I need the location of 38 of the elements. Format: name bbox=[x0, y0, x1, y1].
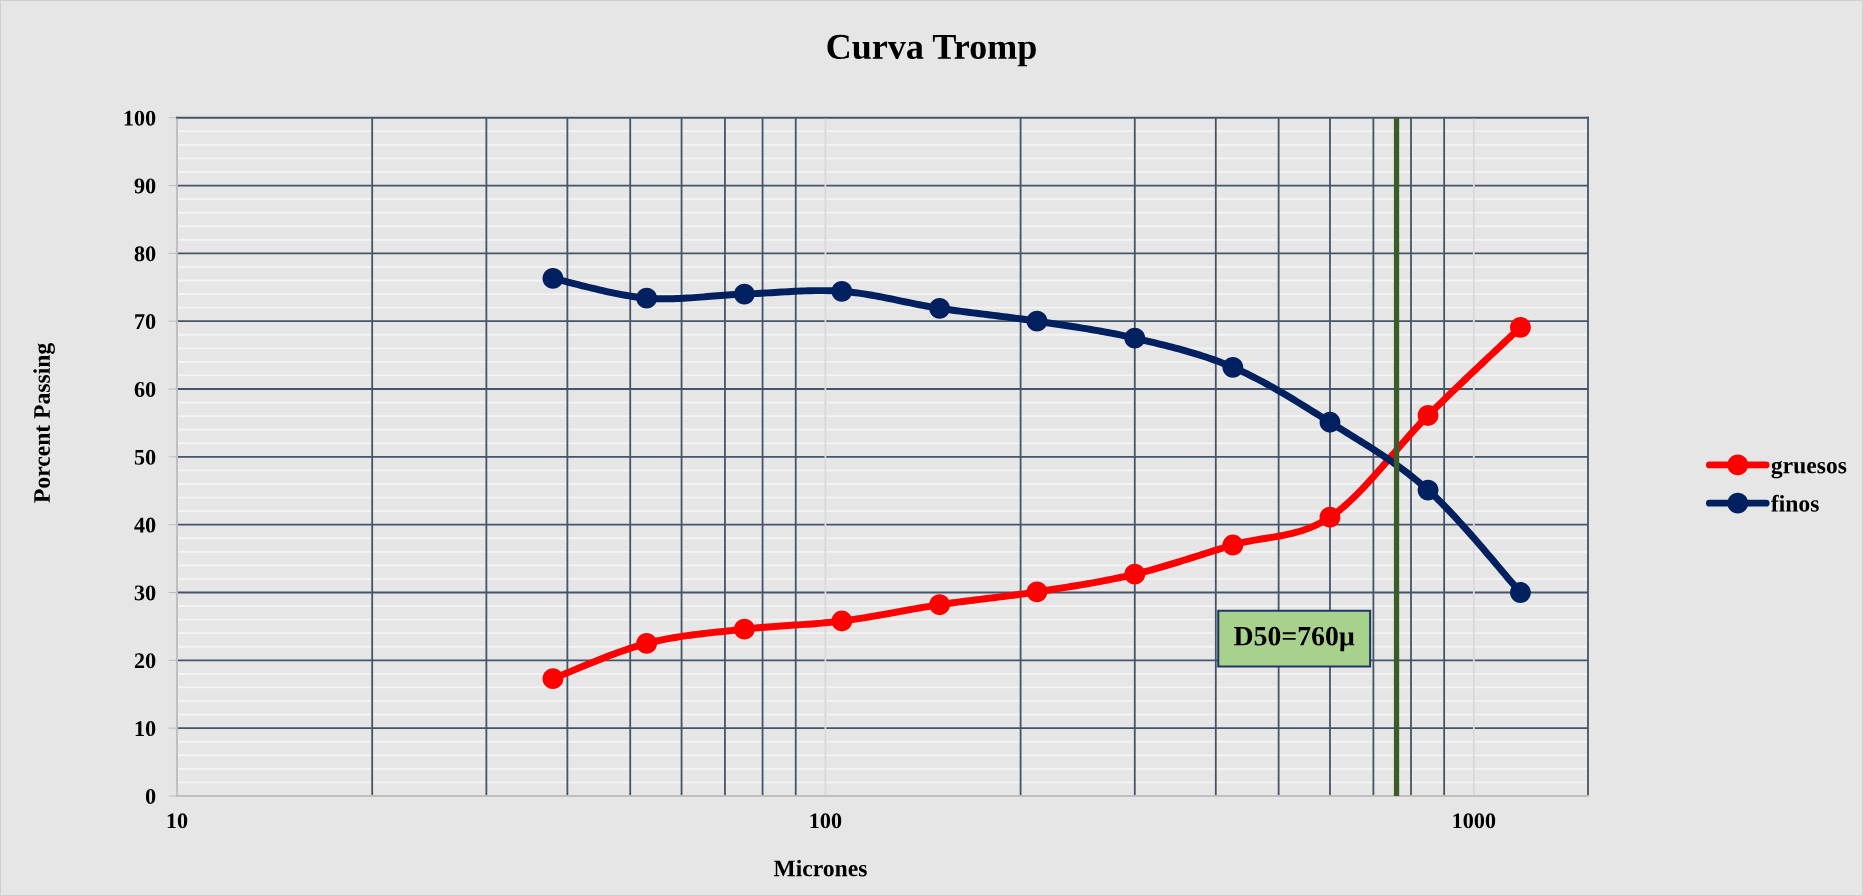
y-axis-title: Porcent Passing bbox=[33, 343, 55, 503]
point bbox=[1124, 327, 1146, 349]
point bbox=[929, 297, 951, 319]
point bbox=[1026, 581, 1048, 603]
y-tick-label: 100 bbox=[124, 110, 156, 126]
y-tick-label: 10 bbox=[135, 721, 156, 737]
legend-label: finos bbox=[1771, 494, 1819, 512]
y-tick-label: 90 bbox=[134, 178, 156, 194]
point bbox=[733, 283, 755, 305]
point bbox=[1124, 563, 1146, 585]
y-tick-label: 70 bbox=[135, 314, 156, 330]
point bbox=[929, 594, 951, 616]
point bbox=[1319, 506, 1341, 528]
point bbox=[1417, 405, 1439, 426]
y-tick-label: 30 bbox=[134, 585, 156, 601]
y-tick-label: 60 bbox=[134, 381, 156, 397]
point bbox=[1222, 356, 1244, 378]
x-tick-label: 10 bbox=[167, 813, 188, 829]
ref-line-label: D50=760µ bbox=[1234, 626, 1355, 652]
point bbox=[636, 287, 658, 309]
point bbox=[1319, 411, 1341, 433]
point bbox=[831, 610, 853, 632]
chart-title: Curva Tromp bbox=[827, 34, 1036, 67]
y-tick-label: 40 bbox=[134, 517, 156, 533]
legend-label: gruesos bbox=[1771, 461, 1847, 479]
x-axis-title: Micrones bbox=[773, 859, 867, 877]
y-tick-label: 50 bbox=[134, 449, 156, 465]
point bbox=[1222, 534, 1244, 556]
x-tick-label: 1000 bbox=[1453, 813, 1496, 829]
point bbox=[1026, 310, 1048, 332]
point bbox=[831, 280, 853, 302]
point bbox=[733, 618, 755, 640]
y-tick-label: 0 bbox=[145, 788, 156, 804]
x-tick-label: 100 bbox=[810, 813, 842, 829]
point bbox=[1417, 479, 1439, 501]
y-tick-label: 80 bbox=[134, 246, 156, 262]
y-tick-label: 20 bbox=[134, 653, 156, 669]
point bbox=[636, 632, 658, 654]
